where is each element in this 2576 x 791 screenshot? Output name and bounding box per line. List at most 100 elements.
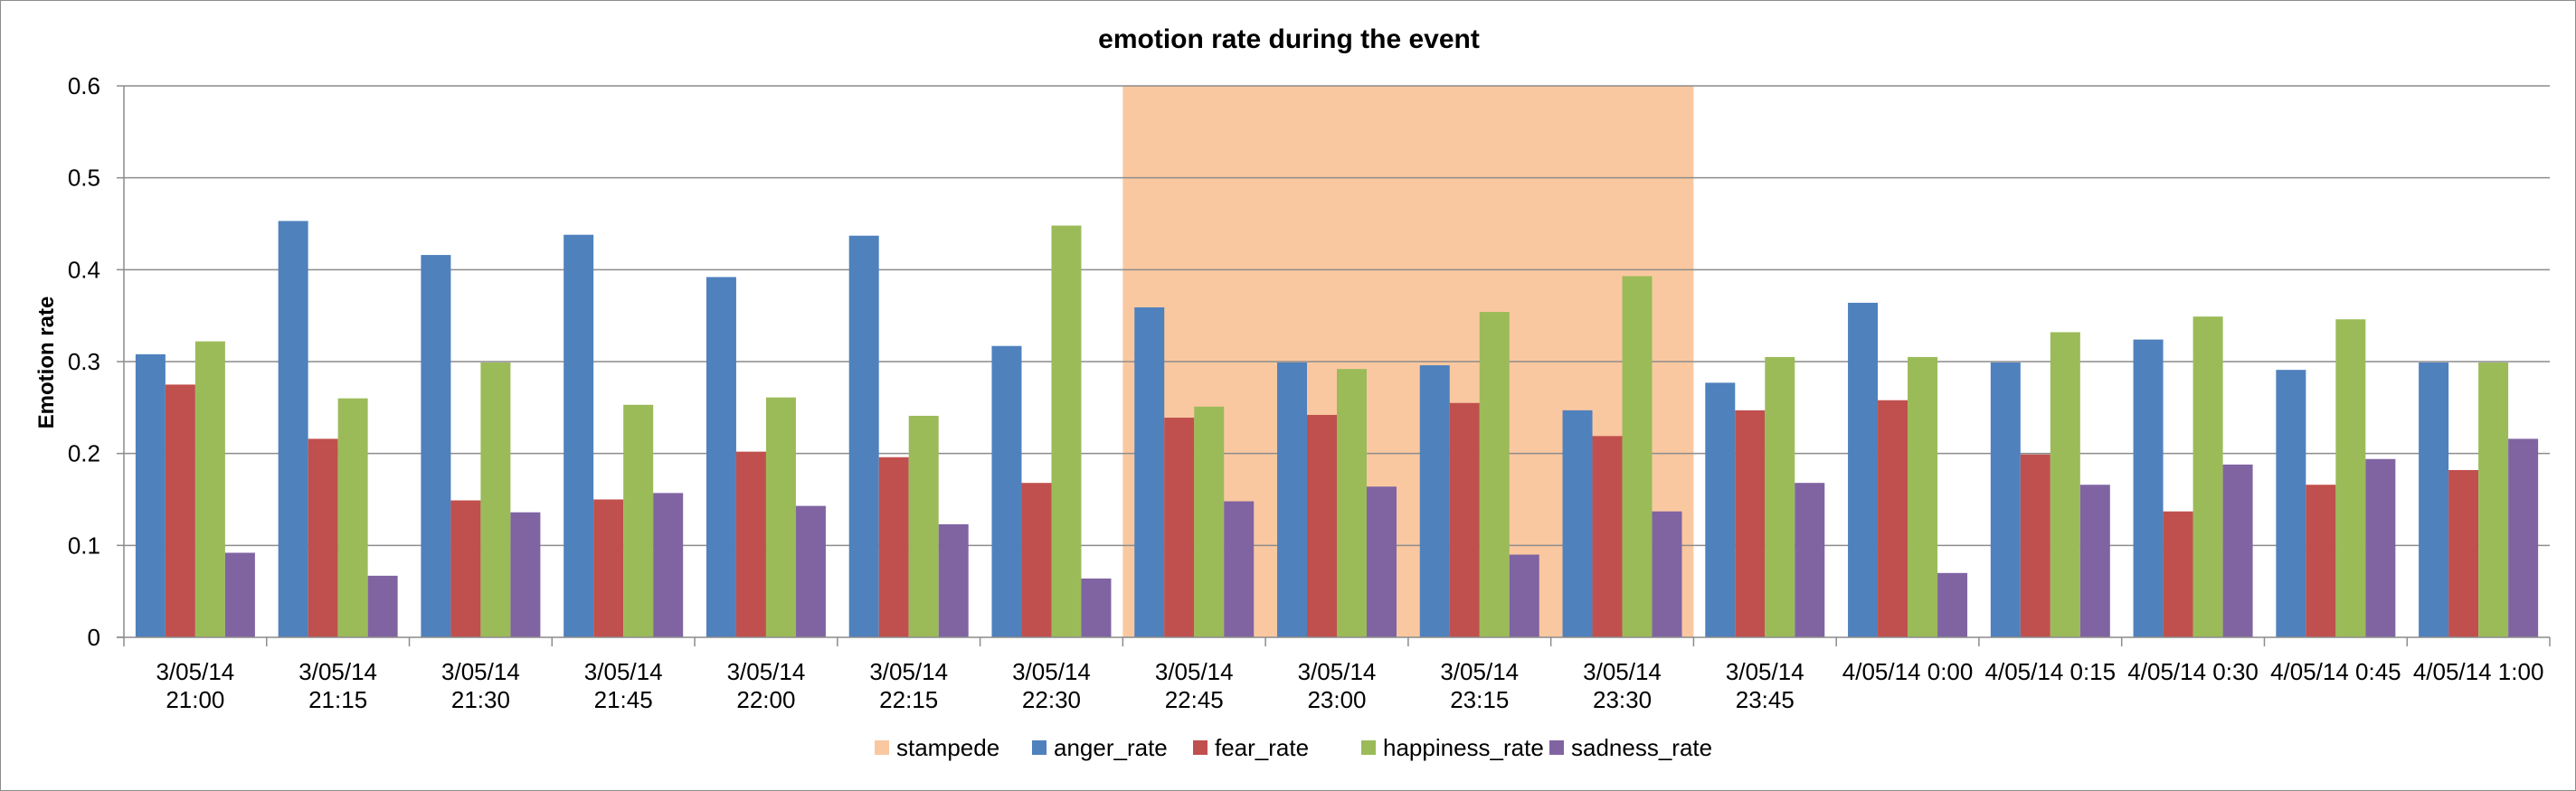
x-tick-label-line: 3/05/14 — [441, 658, 520, 685]
x-tick-label-line: 4/05/14 0:00 — [1842, 658, 1974, 685]
legend-label-anger-rate: anger_rate — [1054, 734, 1168, 761]
x-tick-label-line: 3/05/14 — [1012, 658, 1091, 685]
bar-anger-rate — [421, 255, 451, 637]
y-tick-labels: 0 0.1 0.2 0.3 0.4 0.5 0.6 — [68, 72, 100, 651]
x-tick-label: 3/05/14 21:45 — [584, 658, 663, 713]
bar-anger-rate — [848, 235, 879, 637]
bar-fear-rate — [1021, 483, 1052, 637]
bar-happiness-rate — [1765, 356, 1795, 637]
x-tick-label-line: 3/05/14 — [584, 658, 663, 685]
bar-sadness-rate — [795, 505, 826, 637]
bar-fear-rate — [1878, 400, 1908, 637]
x-tick-label-line: 3/05/14 — [298, 658, 377, 685]
bar-anger-rate — [991, 345, 1022, 637]
bar-happiness-rate — [480, 363, 511, 637]
x-tick-label-line: 4/05/14 0:45 — [2270, 658, 2401, 685]
bar-sadness-rate — [653, 493, 684, 637]
bar-sadness-rate — [1224, 501, 1255, 637]
legend-swatch-anger-rate — [1032, 740, 1046, 755]
legend-swatch-stampede — [875, 740, 889, 755]
bar-anger-rate — [1848, 302, 1879, 637]
bar-fear-rate — [1592, 436, 1623, 637]
y-tick-label: 0 — [88, 624, 100, 651]
bar-happiness-rate — [194, 341, 225, 637]
x-tick-label: 3/05/14 22:15 — [869, 658, 948, 713]
bar-happiness-rate — [1051, 225, 1082, 638]
x-tick-label: 3/05/14 21:00 — [156, 658, 235, 713]
x-tick-label: 4/05/14 0:00 — [1842, 658, 1974, 685]
legend-swatch-sadness-rate — [1549, 740, 1564, 755]
x-tick-label: 3/05/14 23:00 — [1298, 658, 1377, 713]
x-tick-label: 3/05/14 22:00 — [727, 658, 806, 713]
x-tick-label-line: 23:45 — [1736, 686, 1795, 713]
bar-sadness-rate — [2222, 464, 2253, 637]
legend-label-fear-rate: fear_rate — [1215, 734, 1309, 761]
legend-swatch-happiness-rate — [1361, 740, 1376, 755]
bar-anger-rate — [564, 234, 594, 637]
bar-happiness-rate — [2478, 363, 2509, 637]
bar-fear-rate — [450, 500, 481, 637]
x-tick-label-line: 22:45 — [1165, 686, 1224, 713]
x-tick-labels: 3/05/14 21:003/05/14 21:153/05/14 21:303/05… — [156, 658, 2544, 713]
x-tick-label-line: 3/05/14 — [156, 658, 235, 685]
y-tick-label: 0.6 — [68, 72, 100, 99]
axes — [117, 85, 2551, 646]
x-tick-label: 3/05/14 22:45 — [1155, 658, 1234, 713]
bar-anger-rate — [2133, 339, 2164, 637]
bar-fear-rate — [1735, 410, 1766, 637]
bar-anger-rate — [1419, 365, 1450, 637]
bar-happiness-rate — [2335, 319, 2366, 637]
x-tick-label-line: 21:30 — [451, 686, 510, 713]
bar-fear-rate — [878, 457, 909, 637]
x-tick-label-line: 4/05/14 0:30 — [2127, 658, 2259, 685]
bar-fear-rate — [593, 499, 624, 637]
x-tick-label-line: 4/05/14 0:15 — [1985, 658, 2117, 685]
x-tick-label-line: 3/05/14 — [727, 658, 806, 685]
bar-sadness-rate — [938, 523, 969, 637]
bar-anger-rate — [1562, 410, 1593, 637]
bar-fear-rate — [165, 384, 195, 637]
x-tick-label-line: 23:00 — [1307, 686, 1366, 713]
bar-sadness-rate — [224, 552, 255, 637]
bar-happiness-rate — [623, 404, 654, 637]
legend-label-happiness-rate: happiness_rate — [1383, 734, 1544, 761]
x-tick-label-line: 21:45 — [594, 686, 653, 713]
y-tick-label: 0.2 — [68, 440, 100, 467]
x-tick-label: 3/05/14 23:30 — [1583, 658, 1662, 713]
bar-anger-rate — [2419, 363, 2449, 637]
bar-sadness-rate — [1652, 511, 1682, 637]
bar-happiness-rate — [1194, 406, 1225, 637]
bar-happiness-rate — [1622, 276, 1653, 637]
bar-anger-rate — [1705, 382, 1736, 637]
bar-fear-rate — [2020, 454, 2050, 637]
x-tick-label-line: 3/05/14 — [869, 658, 948, 685]
bar-happiness-rate — [2192, 316, 2223, 637]
legend-label-stampede: stampede — [896, 734, 999, 761]
bar-fear-rate — [735, 451, 766, 637]
bar-sadness-rate — [2508, 438, 2539, 637]
bar-fear-rate — [308, 438, 338, 637]
x-tick-label: 3/05/14 23:45 — [1726, 658, 1804, 713]
bar-anger-rate — [135, 353, 166, 637]
bar-happiness-rate — [1908, 356, 1938, 637]
bar-anger-rate — [2276, 370, 2306, 637]
bar-happiness-rate — [765, 397, 796, 637]
y-tick-label: 0.5 — [68, 165, 100, 192]
bar-fear-rate — [2306, 485, 2336, 637]
bar-anger-rate — [1990, 363, 2021, 637]
bar-happiness-rate — [337, 398, 368, 637]
bar-anger-rate — [278, 221, 308, 637]
x-tick-label-line: 4/05/14 1:00 — [2413, 658, 2544, 685]
bar-anger-rate — [706, 277, 736, 637]
x-tick-label: 3/05/14 22:30 — [1012, 658, 1091, 713]
x-tick-label: 4/05/14 0:15 — [1985, 658, 2117, 685]
y-tick-label: 0.3 — [68, 348, 100, 375]
x-tick-label-line: 3/05/14 — [1440, 658, 1519, 685]
x-tick-label: 4/05/14 0:30 — [2127, 658, 2259, 685]
x-tick-label-line: 21:15 — [308, 686, 367, 713]
y-tick-label: 0.4 — [68, 256, 100, 283]
y-axis-title: Emotion rate — [34, 297, 59, 429]
bar-fear-rate — [1307, 414, 1337, 637]
x-tick-label: 4/05/14 0:45 — [2270, 658, 2401, 685]
